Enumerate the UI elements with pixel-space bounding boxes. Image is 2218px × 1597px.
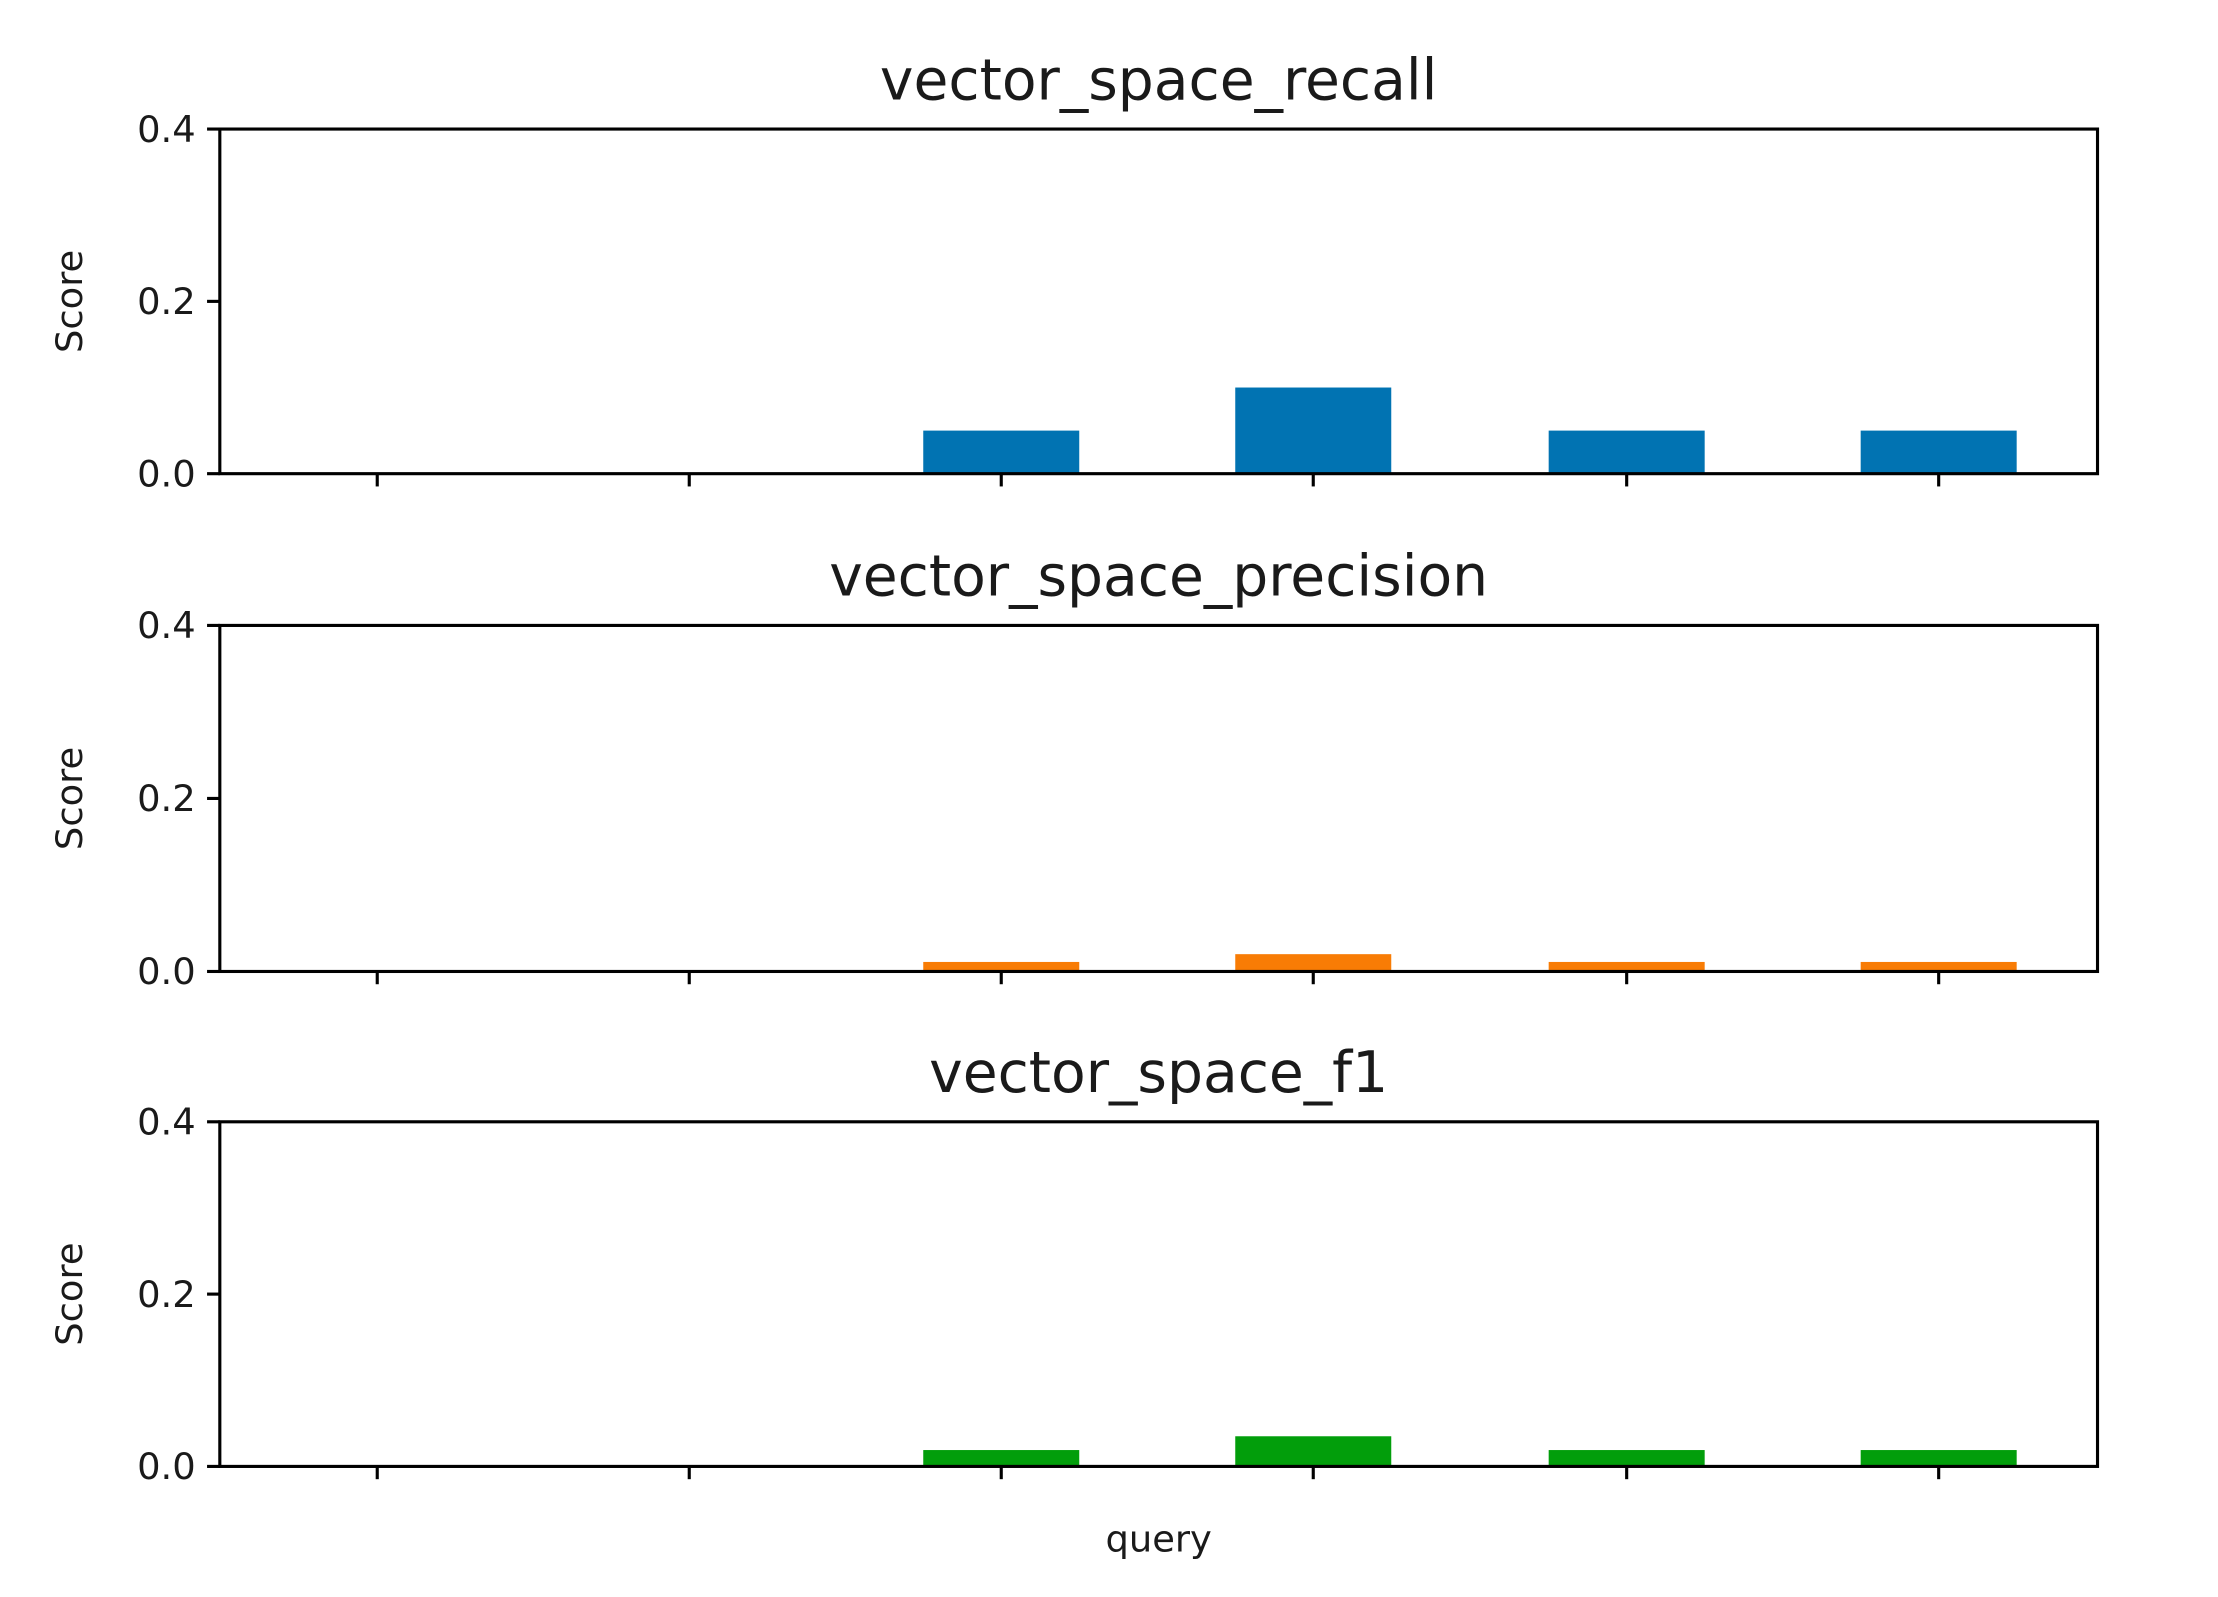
panel-title: vector_space_precision	[829, 544, 1488, 610]
x-axis-label: query	[1105, 1518, 1211, 1561]
plot-frame	[218, 1120, 2100, 1468]
panel-title: vector_space_recall	[880, 47, 1437, 113]
bar	[1860, 430, 2017, 474]
bar	[923, 1450, 1080, 1467]
bar	[923, 961, 1080, 972]
bar	[1548, 1450, 1705, 1467]
y-tick-label: 0.2	[137, 777, 196, 820]
bar	[1235, 1436, 1392, 1467]
chart-panel-3: vector_space_f1 Score 0.0 0.2 0.4 query	[48, 1040, 2100, 1561]
y-tick-label: 0.2	[137, 280, 196, 323]
y-tick-label: 0.4	[137, 1101, 196, 1144]
bar	[1235, 387, 1392, 474]
bar	[1235, 954, 1392, 972]
panel-title: vector_space_f1	[929, 1040, 1388, 1106]
chart-panel-2: vector_space_precision Score 0.0 0.2 0.4	[48, 544, 2100, 993]
y-axis-label: Score	[48, 250, 91, 353]
bar	[1548, 961, 1705, 972]
y-tick-label: 0.0	[137, 452, 196, 495]
plot-frame	[218, 623, 2100, 974]
bar	[1860, 961, 2017, 972]
y-tick-label: 0.0	[137, 1445, 196, 1488]
bar	[1860, 1450, 2017, 1467]
y-tick-label: 0.4	[137, 108, 196, 151]
y-tick-label: 0.2	[137, 1273, 196, 1316]
y-tick-label: 0.4	[137, 604, 196, 647]
y-tick-label: 0.0	[137, 950, 196, 993]
bar	[923, 430, 1080, 474]
chart-panel-1: vector_space_recall Score 0.0 0.2 0.4	[48, 47, 2100, 495]
y-axis-label: Score	[48, 1242, 91, 1345]
y-axis-label: Score	[48, 747, 91, 850]
plot-frame	[218, 127, 2100, 476]
bar	[1548, 430, 1705, 474]
